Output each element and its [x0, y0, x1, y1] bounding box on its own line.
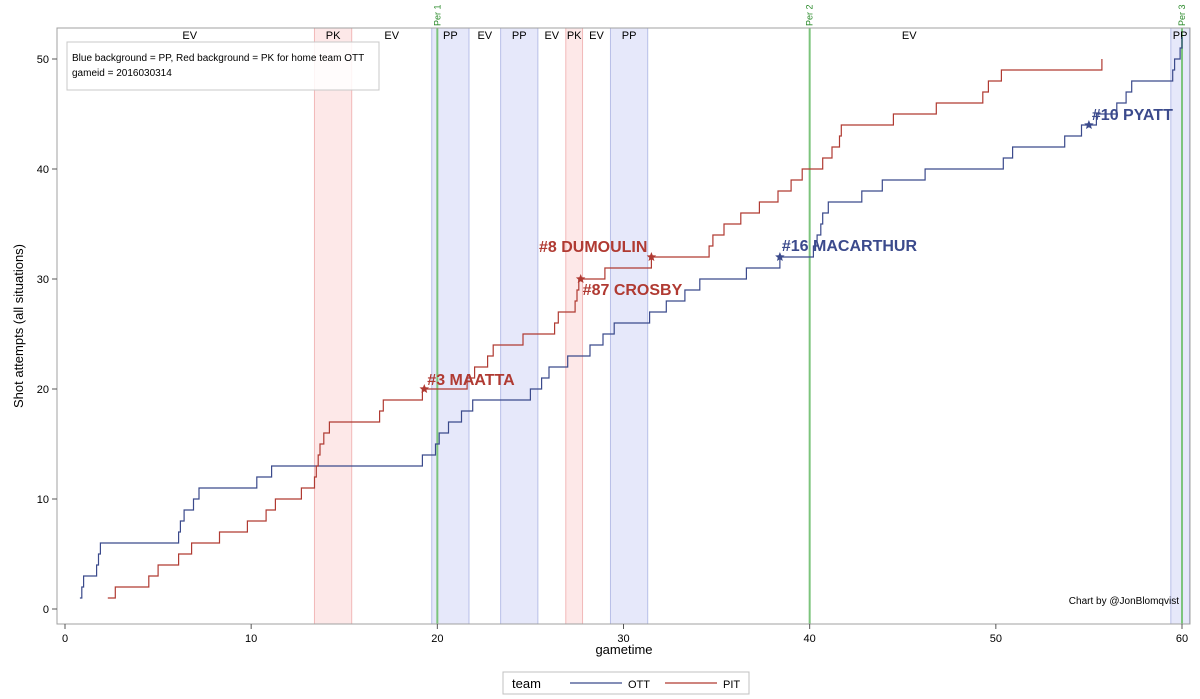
period-lines: Per 1 Per 2 Per 3: [432, 4, 1187, 624]
situation-label-ev-2: EV: [384, 30, 399, 42]
x-tick-label-0: 0: [62, 633, 68, 645]
y-tick-label-50: 50: [37, 54, 49, 66]
info-line-legend: Blue background = PP, Red background = P…: [72, 53, 364, 64]
situation-label-pp-5: PP: [512, 30, 527, 42]
y-tick-label-40: 40: [37, 164, 49, 176]
legend-label-pit: PIT: [723, 679, 740, 691]
situation-band-pk-7: [565, 27, 584, 625]
situation-label-ev-4: EV: [477, 30, 492, 42]
x-tick-label-10: 10: [245, 633, 257, 645]
info-line-gameid: gameid = 2016030314: [72, 68, 172, 79]
goal-markers: #16 MACARTHUR #10 PYATT #3 MAATTA #87 CROSB…: [419, 107, 1173, 393]
situation-label-ev-6: EV: [544, 30, 559, 42]
goal-star-10-pyatt: [1084, 120, 1094, 129]
x-tick-label-50: 50: [990, 633, 1002, 645]
x-tick-label-60: 60: [1176, 633, 1188, 645]
situation-label-ev-0: EV: [182, 30, 197, 42]
info-box-frame: [66, 41, 380, 91]
series-line-pit: [107, 59, 1103, 599]
legend-items: OTT PIT: [570, 679, 740, 691]
y-axis-label: Shot attempts (all situations): [11, 244, 26, 408]
situation-labels: EV PK EV PP EV PP EV PK EV PP EV PP: [182, 30, 1187, 42]
period-label-1: Per 1: [432, 4, 442, 26]
situation-band-pp-5: [500, 27, 539, 625]
series-line-ott: [79, 37, 1183, 599]
situation-band-pp-11: [1170, 27, 1190, 625]
situation-band-pp-9: [609, 27, 649, 625]
goal-label-8-dumoulin: #8 DUMOULIN: [539, 239, 647, 256]
goal-label-10-pyatt: #10 PYATT: [1092, 107, 1173, 124]
legend-title: team: [512, 676, 541, 691]
y-tick-label-0: 0: [43, 604, 49, 616]
y-tick-label-10: 10: [37, 494, 49, 506]
y-tick-label-30: 30: [37, 274, 49, 286]
y-tick-label-20: 20: [37, 384, 49, 396]
goal-label-87-crosby: #87 CROSBY: [583, 282, 683, 299]
axes: 0 10 20 30 40 50 60 0 10 20 30 40 50: [37, 54, 1188, 645]
situation-bands: [313, 27, 1190, 625]
goal-star-3-maatta: [419, 384, 430, 393]
series-lines: [79, 37, 1183, 599]
x-axis-label: gametime: [595, 642, 652, 657]
situation-band-pk-1: [313, 27, 353, 625]
situation-label-pk-1: PK: [326, 30, 341, 42]
situation-label-pp-11: PP: [1173, 30, 1188, 42]
situation-label-pp-3: PP: [443, 30, 458, 42]
x-tick-label-40: 40: [804, 633, 816, 645]
goal-star-16-macarthur: [775, 252, 785, 261]
legend-label-ott: OTT: [628, 679, 650, 691]
x-tick-label-30: 30: [617, 633, 629, 645]
chart-credit: Chart by @JonBlomqvist: [1069, 596, 1179, 607]
period-label-3: Per 3: [1177, 4, 1187, 26]
legend-frame: [502, 671, 750, 695]
goal-star-87-crosby: [575, 274, 586, 283]
situation-label-pk-7: PK: [567, 30, 582, 42]
goal-star-8-dumoulin: [646, 252, 657, 261]
period-label-2: Per 2: [805, 4, 815, 26]
x-tick-label-20: 20: [431, 633, 443, 645]
situation-label-ev-8: EV: [589, 30, 604, 42]
info-box: Blue background = PP, Red background = P…: [66, 41, 380, 91]
situation-label-ev-10: EV: [902, 30, 917, 42]
situation-label-pp-9: PP: [622, 30, 637, 42]
legend: team OTT PIT: [502, 671, 750, 695]
goal-label-16-macarthur: #16 MACARTHUR: [782, 238, 918, 255]
goal-label-3-maatta: #3 MAATTA: [427, 372, 515, 389]
